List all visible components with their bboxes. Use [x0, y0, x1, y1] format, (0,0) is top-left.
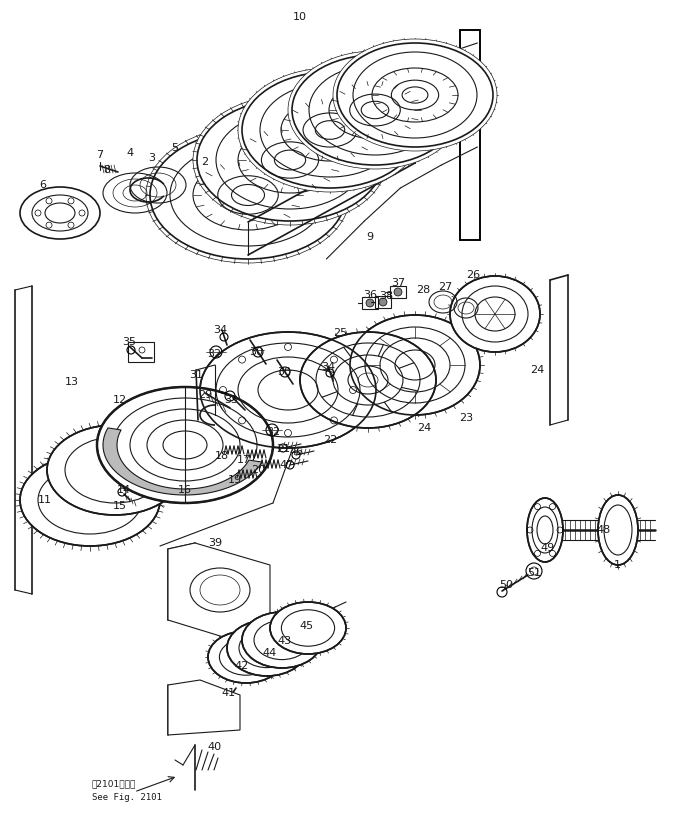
Text: 3: 3 [148, 153, 155, 163]
Text: 29: 29 [198, 390, 212, 400]
Text: 48: 48 [597, 525, 611, 535]
Ellipse shape [238, 68, 422, 192]
Ellipse shape [200, 332, 376, 448]
Ellipse shape [450, 276, 540, 352]
Polygon shape [103, 428, 262, 495]
Ellipse shape [97, 387, 273, 503]
Ellipse shape [20, 454, 160, 546]
Text: 7: 7 [97, 150, 103, 160]
Ellipse shape [350, 315, 480, 415]
Text: See Fig. 2101: See Fig. 2101 [92, 794, 162, 802]
Bar [375, 296, 391, 308]
Text: 15: 15 [113, 501, 127, 511]
Text: 51: 51 [527, 568, 541, 578]
Text: 33: 33 [224, 395, 238, 405]
Ellipse shape [242, 612, 322, 668]
Circle shape [366, 299, 374, 307]
Text: 20: 20 [251, 465, 265, 475]
Polygon shape [168, 680, 240, 735]
Ellipse shape [288, 51, 462, 169]
Text: 46: 46 [290, 447, 304, 457]
Text: 1: 1 [614, 560, 620, 570]
Text: 32: 32 [207, 349, 221, 359]
Ellipse shape [208, 631, 284, 683]
Text: 36: 36 [363, 290, 377, 300]
Text: 35: 35 [122, 337, 136, 347]
Ellipse shape [270, 602, 346, 654]
Text: 6: 6 [40, 180, 47, 190]
Text: 49: 49 [541, 543, 555, 553]
Ellipse shape [333, 39, 497, 151]
Text: 34: 34 [213, 325, 227, 335]
Ellipse shape [598, 495, 638, 565]
Text: 39: 39 [208, 538, 222, 548]
Text: 43: 43 [278, 636, 292, 646]
Text: 14: 14 [117, 485, 131, 495]
Bar [362, 297, 378, 309]
Text: 16: 16 [178, 485, 192, 495]
Text: 12: 12 [113, 395, 127, 405]
Ellipse shape [47, 425, 183, 515]
Text: 34: 34 [321, 362, 335, 372]
Text: 41: 41 [221, 688, 235, 698]
Text: 8: 8 [103, 165, 111, 175]
Text: 2: 2 [201, 157, 209, 167]
Text: 5: 5 [171, 143, 178, 153]
Text: 47: 47 [280, 460, 294, 470]
Text: 18: 18 [215, 451, 229, 461]
Text: 31: 31 [189, 370, 203, 380]
Ellipse shape [527, 498, 563, 562]
Text: 19: 19 [228, 475, 242, 485]
Text: 24: 24 [417, 423, 431, 433]
Text: 24: 24 [530, 365, 544, 375]
Ellipse shape [193, 95, 387, 225]
Text: 42: 42 [235, 661, 249, 671]
Text: 37: 37 [391, 278, 405, 288]
Text: 40: 40 [207, 742, 221, 752]
Text: 4: 4 [126, 148, 134, 158]
Text: 45: 45 [300, 621, 314, 631]
Bar [390, 286, 406, 298]
Text: 21: 21 [276, 444, 290, 454]
Text: 27: 27 [438, 282, 452, 292]
Text: 44: 44 [263, 648, 277, 658]
Ellipse shape [146, 127, 350, 263]
Text: 第2101図参照: 第2101図参照 [92, 780, 136, 789]
Text: 30: 30 [277, 367, 291, 377]
Text: 17: 17 [237, 455, 251, 465]
Text: 32: 32 [266, 427, 280, 437]
Text: 23: 23 [459, 413, 473, 423]
Circle shape [379, 298, 387, 306]
Polygon shape [168, 543, 270, 643]
Text: 30: 30 [249, 347, 263, 357]
Text: 10: 10 [293, 12, 307, 22]
Text: 28: 28 [416, 285, 430, 295]
Text: 22: 22 [323, 435, 337, 445]
Circle shape [394, 288, 402, 296]
Bar [128, 342, 154, 362]
Polygon shape [460, 30, 480, 240]
Text: 26: 26 [466, 270, 480, 280]
Text: 13: 13 [65, 377, 79, 387]
Ellipse shape [227, 620, 307, 676]
Text: 11: 11 [38, 495, 52, 505]
Text: 25: 25 [333, 328, 347, 338]
Text: 38: 38 [379, 291, 393, 301]
Text: 9: 9 [367, 232, 373, 242]
Text: 50: 50 [499, 580, 513, 590]
Ellipse shape [300, 332, 436, 428]
